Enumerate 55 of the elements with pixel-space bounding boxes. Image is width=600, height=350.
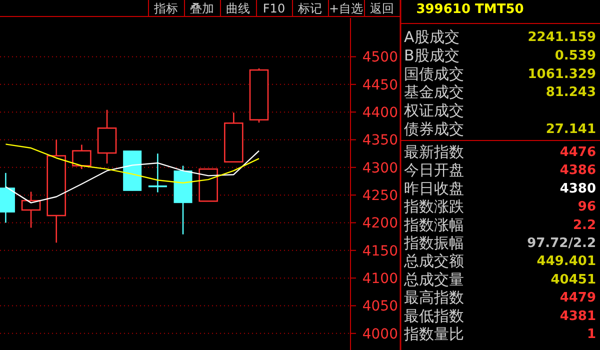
text: 399610 TMT50 [416,2,524,17]
category-label: 权证成交 [403,102,464,120]
text: 指标 [153,2,178,16]
category-label: 国债成交 [404,64,464,83]
y-tick-label: 4450 [362,77,398,94]
category-label: 最高指数 [404,288,464,307]
text: 2241.159 [528,30,596,45]
y-tick-label: 4050 [362,298,398,315]
category-label: 指数涨跌 [403,198,464,216]
category-label: A股成交 [404,28,460,46]
y-tick-label: 4100 [362,271,398,288]
text: 449.401 [536,254,596,270]
category-label: 指数涨幅 [403,216,464,234]
text: 4479 [560,290,596,306]
y-tick-label: 4500 [362,50,398,66]
text: 4386 [560,163,596,178]
category-label: 总成交额 [403,252,464,270]
category-label: 指数振幅 [403,234,464,252]
text: 1 [586,327,596,342]
category-label: 最低指数 [404,306,464,325]
category-label: 债券成交 [404,120,464,138]
y-tick-label: 4400 [362,105,398,122]
text: 4380 [560,181,596,196]
category-label: 今日开盘 [404,161,464,180]
category-label: 昨日收盘 [404,179,464,198]
text: 叠加 [190,2,214,16]
y-tick-label: 4000 [362,326,398,342]
category-label: 总成交量 [403,270,464,288]
y-tick-label: 4200 [362,216,398,232]
y-tick-label: 4300 [362,160,398,176]
text: 40451 [550,272,596,288]
text: 27.141 [546,122,596,137]
category-label: B股成交 [404,46,460,64]
text: 0.539 [554,48,596,64]
text: 4476 [560,145,596,160]
y-tick-label: 4350 [362,132,398,149]
text: F10 [262,2,286,16]
text: 返回 [370,2,394,16]
y-tick-label: 4150 [362,243,398,260]
text: 4381 [560,308,596,324]
text: 标记 [297,2,322,16]
text: 2.2 [572,218,596,233]
candlestick [148,152,167,193]
text: 96 [578,200,596,215]
text: 81.243 [546,85,596,100]
text: 97.72/2.2 [527,236,596,251]
text: +自选 [328,2,364,16]
y-tick-label: 4250 [362,188,398,204]
text: 曲线 [226,2,250,16]
candlestick [72,144,92,170]
text: 1061.329 [528,66,596,82]
line-series [5,144,260,184]
category-label: 指数量比 [403,325,464,343]
category-label: 最新指数 [404,143,464,161]
category-label: 基金成交 [404,83,464,102]
